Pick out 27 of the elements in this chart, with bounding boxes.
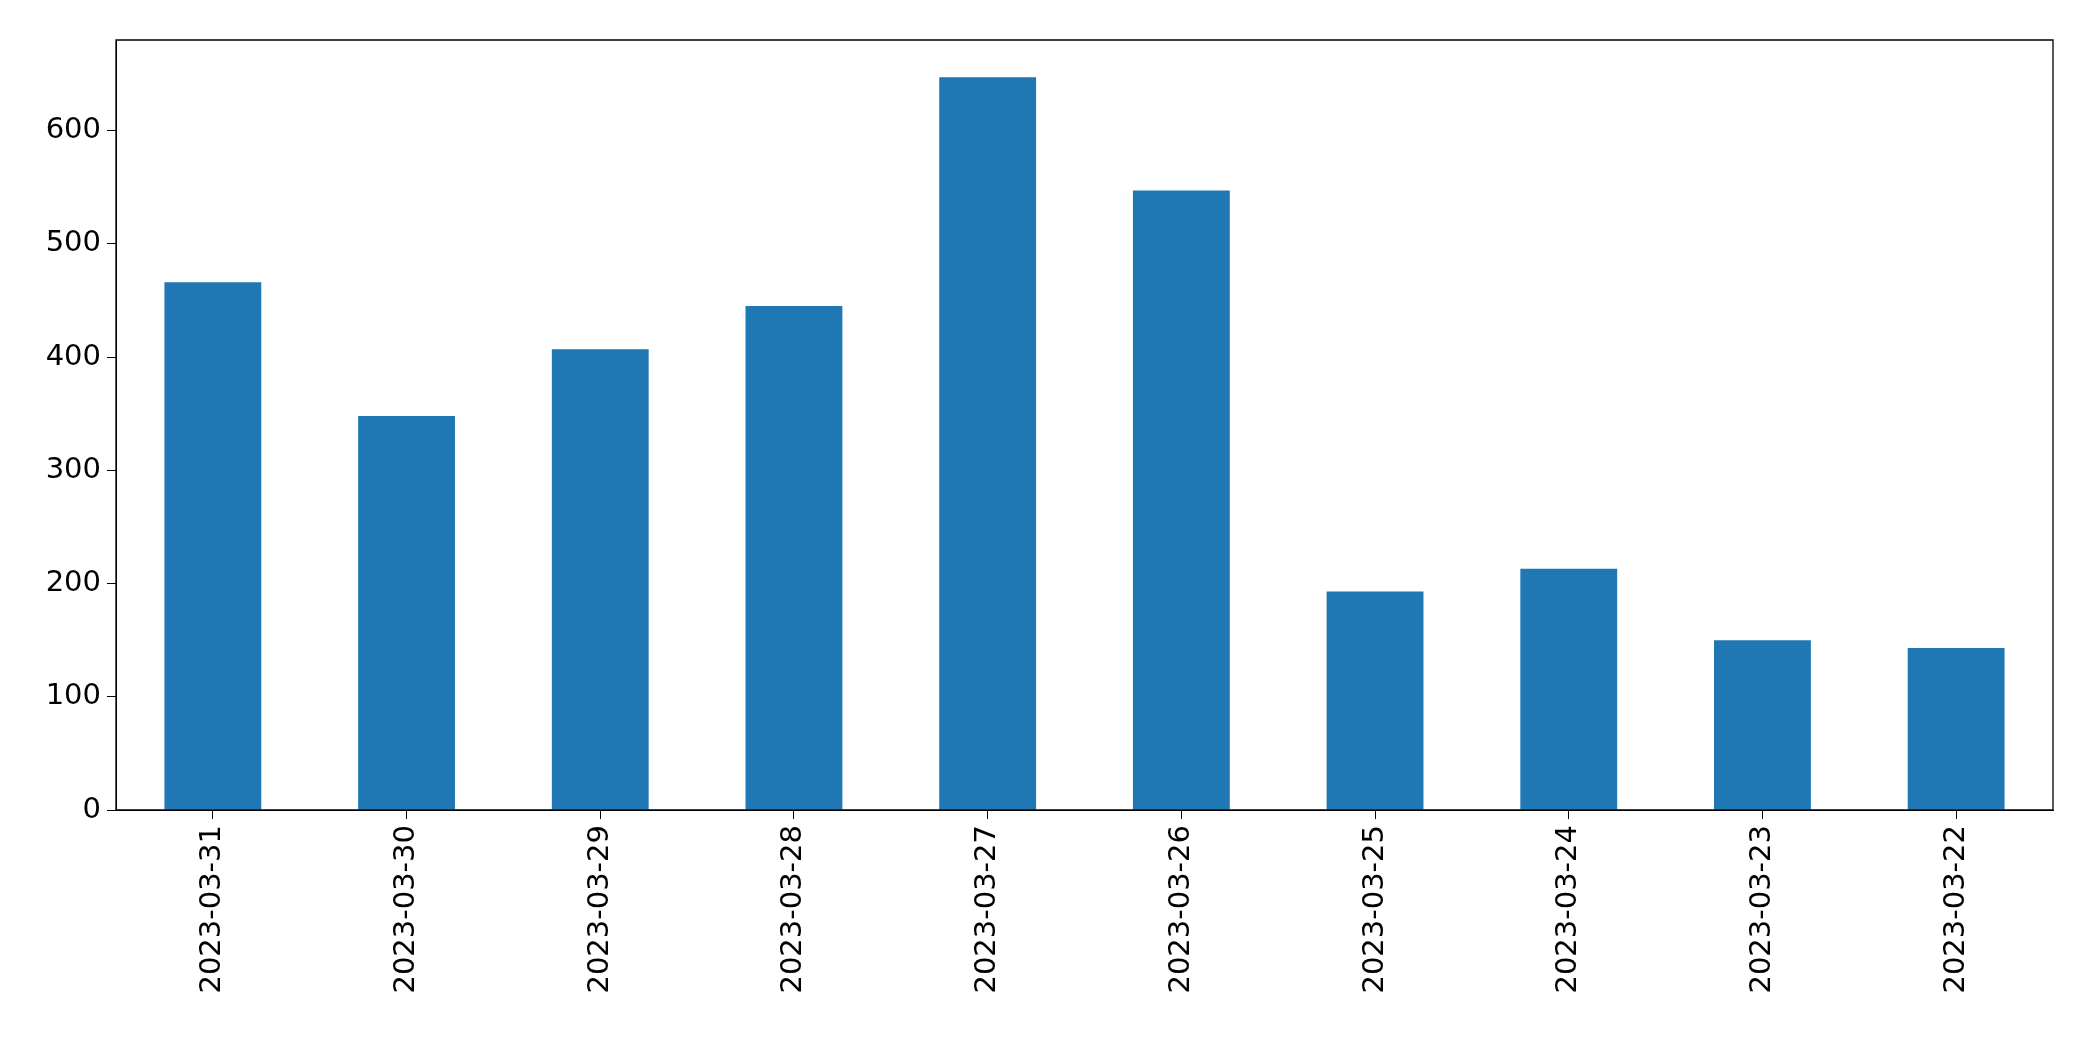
bar	[164, 282, 262, 810]
x-tick-label: 2023-03-28	[774, 825, 809, 994]
x-tick-label: 2023-03-24	[1549, 825, 1584, 994]
y-tick-label: 300	[45, 450, 101, 485]
x-tick-label: 2023-03-25	[1355, 825, 1390, 994]
y-tick-label: 100	[45, 677, 101, 712]
bar	[1520, 568, 1618, 810]
bar	[358, 415, 455, 810]
bar	[551, 349, 649, 810]
x-tick-label: 2023-03-22	[1936, 825, 1971, 994]
bar	[939, 77, 1037, 810]
bar	[1132, 190, 1230, 810]
bar	[1714, 640, 1811, 810]
y-tick-label: 600	[45, 111, 101, 146]
x-tick-label: 2023-03-31	[193, 825, 228, 994]
x-tick-label: 2023-03-30	[387, 825, 422, 994]
bar	[745, 306, 843, 810]
y-tick-label: 500	[45, 224, 101, 259]
bar	[1326, 591, 1424, 810]
x-tick-label: 2023-03-26	[1161, 825, 1196, 994]
y-tick-label: 0	[82, 790, 101, 825]
x-tick-label: 2023-03-27	[968, 825, 1003, 994]
y-tick-label: 200	[45, 564, 101, 599]
x-tick-label: 2023-03-29	[580, 825, 615, 994]
y-tick-label: 400	[45, 337, 101, 372]
x-tick-label: 2023-03-23	[1742, 825, 1777, 994]
bar	[1907, 648, 2005, 810]
